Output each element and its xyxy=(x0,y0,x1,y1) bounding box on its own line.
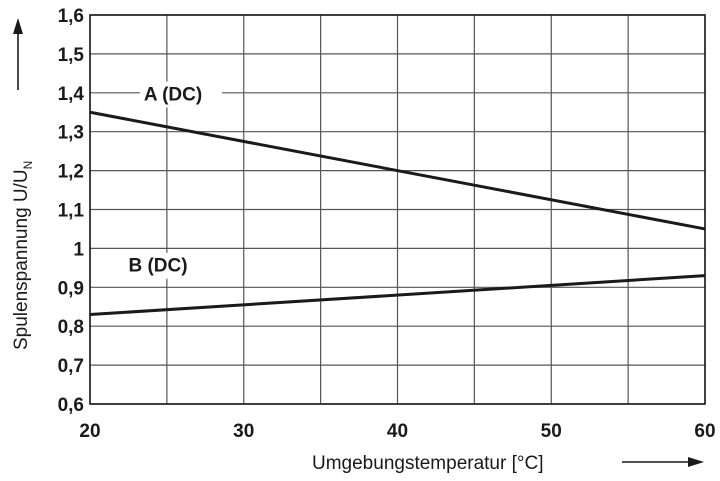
x-tick-label: 30 xyxy=(233,421,254,442)
grid xyxy=(89,14,706,405)
y-tick-label: 0,6 xyxy=(58,395,84,416)
y-tick-label: 0,8 xyxy=(58,317,84,338)
x-tick-label: 50 xyxy=(541,421,562,442)
y-tick-label: 0,7 xyxy=(58,356,84,377)
series-labels: A (DC) B (DC) xyxy=(124,81,222,279)
x-axis-title: Umgebungstemperatur [°C] xyxy=(312,453,543,474)
series-line-a xyxy=(89,110,706,231)
y-axis-title: Spulenspannung U/UN xyxy=(11,161,35,350)
y-tick-label: 1,1 xyxy=(58,201,85,222)
x-tick-label: 20 xyxy=(79,421,100,442)
y-tick-label: 1,6 xyxy=(58,6,84,27)
y-tick-label: 1,3 xyxy=(58,123,84,144)
x-tick-labels: 20 30 40 50 60 xyxy=(79,421,715,442)
y-axis-arrow xyxy=(13,18,23,90)
series-lines xyxy=(89,110,706,317)
y-tick-label: 1,2 xyxy=(58,162,84,183)
y-tick-label: 0,9 xyxy=(58,278,84,299)
series-label-background xyxy=(139,81,222,108)
x-tick-label: 60 xyxy=(694,421,715,442)
series-label-a: A (DC) xyxy=(144,85,202,106)
x-axis-arrow xyxy=(622,457,704,467)
y-tick-label: 1,5 xyxy=(58,45,85,66)
series-label-background xyxy=(124,252,207,279)
y-tick-labels: 0,6 0,7 0,8 0,9 1 1,1 1,2 1,3 1,4 1,5 1,6 xyxy=(58,6,85,416)
x-tick-label: 40 xyxy=(387,421,408,442)
y-axis-title-subscript: N xyxy=(21,161,35,170)
series-label-b: B (DC) xyxy=(128,256,187,277)
series-line-b xyxy=(89,274,706,317)
plot-frame xyxy=(89,14,706,405)
y-tick-label: 1,4 xyxy=(58,84,85,105)
y-tick-label: 1 xyxy=(73,239,84,260)
y-axis-title-main: Spulenspannung U/U xyxy=(11,169,32,350)
